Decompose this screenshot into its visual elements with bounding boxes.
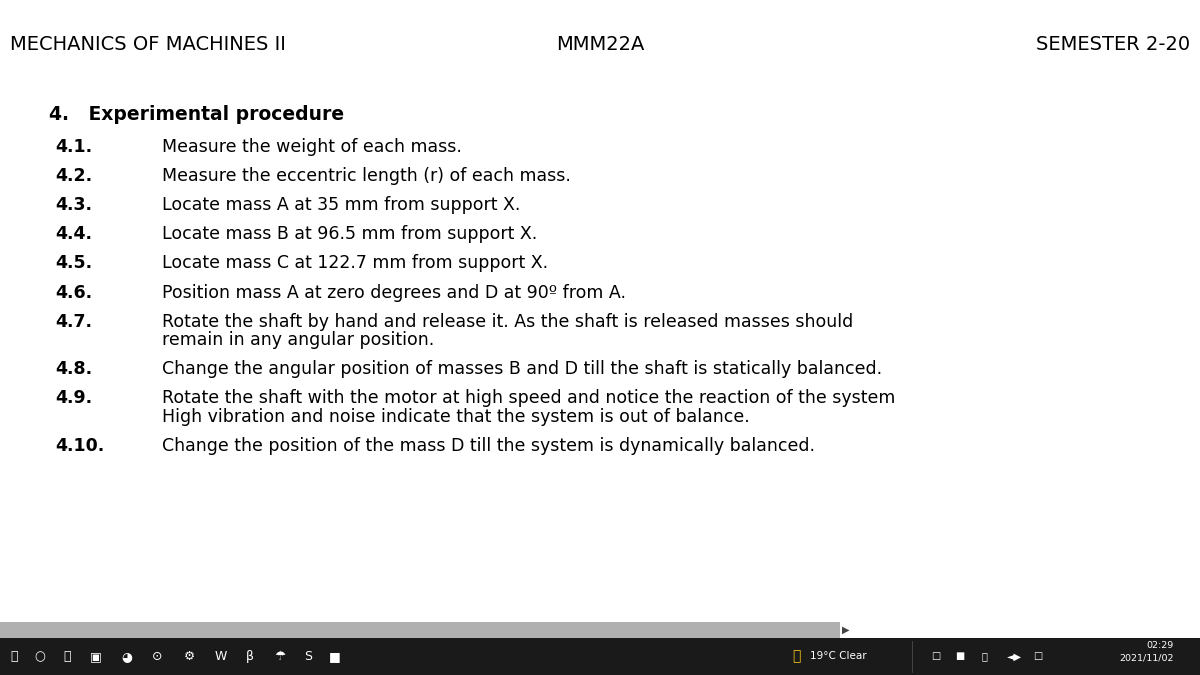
Text: 4.6.: 4.6. (55, 284, 92, 302)
Text: 19°C Clear: 19°C Clear (810, 651, 866, 662)
Text: Rotate the shaft by hand and release it. As the shaft is released masses should: Rotate the shaft by hand and release it.… (162, 313, 853, 331)
Text: 4.1.: 4.1. (55, 138, 92, 157)
Text: 4.4.: 4.4. (55, 225, 92, 244)
Text: 4.8.: 4.8. (55, 360, 92, 379)
Text: MMM22A: MMM22A (556, 35, 644, 54)
Text: Change the angular position of masses B and D till the shaft is statically balan: Change the angular position of masses B … (162, 360, 882, 379)
Text: □: □ (1033, 651, 1043, 662)
Text: ⦚: ⦚ (982, 651, 986, 662)
Text: ⌖: ⌖ (64, 650, 71, 663)
Text: 4.2.: 4.2. (55, 167, 92, 186)
Text: 🌙: 🌙 (792, 649, 800, 664)
Text: High vibration and noise indicate that the system is out of balance.: High vibration and noise indicate that t… (162, 408, 750, 427)
Text: ⚙: ⚙ (184, 650, 196, 663)
Text: W: W (215, 650, 227, 663)
Text: 4.3.: 4.3. (55, 196, 92, 215)
Text: Locate mass C at 122.7 mm from support X.: Locate mass C at 122.7 mm from support X… (162, 254, 548, 273)
Text: ☂: ☂ (274, 650, 286, 663)
Text: 4.   Experimental procedure: 4. Experimental procedure (49, 105, 344, 124)
Text: 02:29
2021/11/02: 02:29 2021/11/02 (1120, 641, 1174, 662)
Text: ▶: ▶ (842, 625, 850, 635)
Text: SEMESTER 2-20: SEMESTER 2-20 (1037, 35, 1190, 54)
Text: 4.10.: 4.10. (55, 437, 104, 456)
Text: ▣: ▣ (90, 650, 102, 663)
Text: S: S (305, 650, 312, 663)
Text: Position mass A at zero degrees and D at 90º from A.: Position mass A at zero degrees and D at… (162, 284, 626, 302)
Text: 4.7.: 4.7. (55, 313, 92, 331)
Text: remain in any angular position.: remain in any angular position. (162, 331, 434, 350)
Text: ■: ■ (955, 651, 965, 662)
Text: Rotate the shaft with the motor at high speed and notice the reaction of the sys: Rotate the shaft with the motor at high … (162, 389, 895, 408)
FancyBboxPatch shape (0, 622, 840, 638)
Text: ◕: ◕ (121, 650, 133, 663)
Text: 4.9.: 4.9. (55, 389, 92, 408)
Text: Change the position of the mass D till the system is dynamically balanced.: Change the position of the mass D till t… (162, 437, 815, 456)
Text: ■: ■ (329, 650, 341, 663)
Text: ⌕: ⌕ (11, 650, 18, 663)
Text: Measure the weight of each mass.: Measure the weight of each mass. (162, 138, 462, 157)
Text: □: □ (931, 651, 941, 662)
Text: ○: ○ (34, 650, 46, 663)
Text: ⊙: ⊙ (152, 650, 162, 663)
Text: 4.5.: 4.5. (55, 254, 92, 273)
Text: ◄▶: ◄▶ (1007, 651, 1021, 662)
FancyBboxPatch shape (0, 638, 1200, 675)
Text: Measure the eccentric length (r) of each mass.: Measure the eccentric length (r) of each… (162, 167, 571, 186)
Text: MECHANICS OF MACHINES II: MECHANICS OF MACHINES II (10, 35, 286, 54)
Text: β: β (246, 650, 253, 663)
Text: Locate mass B at 96.5 mm from support X.: Locate mass B at 96.5 mm from support X. (162, 225, 538, 244)
Text: Locate mass A at 35 mm from support X.: Locate mass A at 35 mm from support X. (162, 196, 521, 215)
